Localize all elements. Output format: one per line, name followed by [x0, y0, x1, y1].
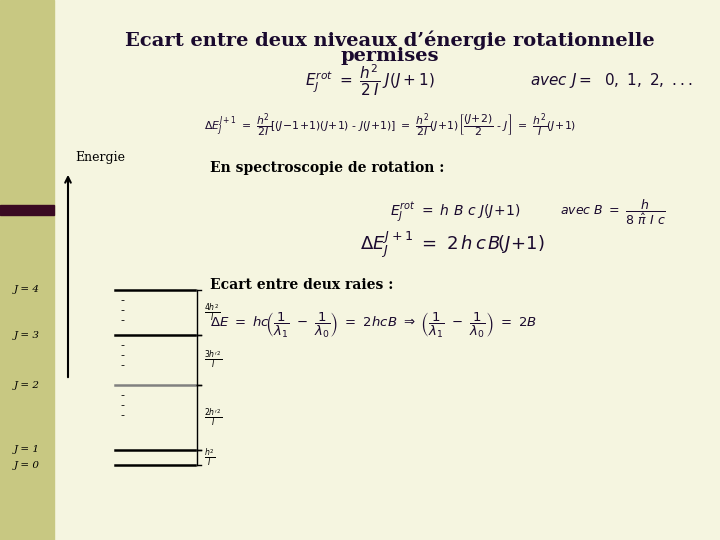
- Text: $E_J^{rot}\ =\ h\ B\ c\ J(J\!+\!1)$: $E_J^{rot}\ =\ h\ B\ c\ J(J\!+\!1)$: [390, 200, 521, 224]
- Text: Ecart entre deux raies :: Ecart entre deux raies :: [210, 278, 393, 292]
- Text: $\frac{h^2}{I}$: $\frac{h^2}{I}$: [204, 448, 215, 468]
- Text: -: -: [120, 340, 124, 350]
- Text: J = 4: J = 4: [14, 286, 40, 294]
- Text: -: -: [120, 305, 124, 315]
- Text: -: -: [120, 360, 124, 370]
- Text: -: -: [120, 350, 124, 360]
- Text: J = 2: J = 2: [14, 381, 40, 389]
- Text: $\frac{2h^{\prime\,2}}{I}$: $\frac{2h^{\prime\,2}}{I}$: [204, 407, 222, 428]
- Text: J = 1: J = 1: [14, 446, 40, 455]
- Text: permises: permises: [341, 47, 439, 65]
- Text: $\Delta E_J^{J+1}\ =\ \dfrac{h^2}{2I}\left[(J\!-\!1\!+\!1)(J\!+\!1)\ \text{-}\ J: $\Delta E_J^{J+1}\ =\ \dfrac{h^2}{2I}\le…: [204, 111, 576, 139]
- Text: $\Delta E\ =\ hc\!\left(\dfrac{1}{\lambda_1}\ -\ \dfrac{1}{\lambda_0}\right)\ =\: $\Delta E\ =\ hc\!\left(\dfrac{1}{\lambd…: [210, 310, 537, 340]
- Text: -: -: [120, 410, 124, 420]
- Text: J = 0: J = 0: [14, 461, 40, 469]
- Bar: [0, 205, 54, 215]
- Text: -: -: [120, 390, 124, 400]
- Text: $avec\ B\ =\ \dfrac{h}{8\ \hat{\pi}\ I\ c}$: $avec\ B\ =\ \dfrac{h}{8\ \hat{\pi}\ I\ …: [560, 197, 666, 227]
- Text: Ecart entre deux niveaux d’énergie rotationnelle: Ecart entre deux niveaux d’énergie rotat…: [125, 30, 654, 50]
- Text: En spectroscopie de rotation :: En spectroscopie de rotation :: [210, 161, 444, 175]
- Text: J = 3: J = 3: [14, 330, 40, 340]
- Text: -: -: [120, 400, 124, 410]
- Text: $\frac{4h^2}{I}$: $\frac{4h^2}{I}$: [204, 302, 220, 322]
- Text: -: -: [120, 315, 124, 325]
- Bar: [0, 0, 54, 540]
- Text: Energie: Energie: [75, 152, 125, 165]
- Text: $\frac{3h^{\prime\,2}}{I}$: $\frac{3h^{\prime\,2}}{I}$: [204, 350, 222, 370]
- Text: $avec\ J=\ \ 0,\ 1,\ 2,\ ...$: $avec\ J=\ \ 0,\ 1,\ 2,\ ...$: [530, 71, 693, 90]
- Text: $\Delta E_J^{J+1}\ =\ 2\,h\,c\,B\!\left(J\!+\!1\right)$: $\Delta E_J^{J+1}\ =\ 2\,h\,c\,B\!\left(…: [360, 230, 545, 260]
- Text: $E_J^{rot}\ =\ \dfrac{h^2}{2\,I}\ J(J+1)$: $E_J^{rot}\ =\ \dfrac{h^2}{2\,I}\ J(J+1)…: [305, 62, 435, 98]
- Text: -: -: [120, 295, 124, 305]
